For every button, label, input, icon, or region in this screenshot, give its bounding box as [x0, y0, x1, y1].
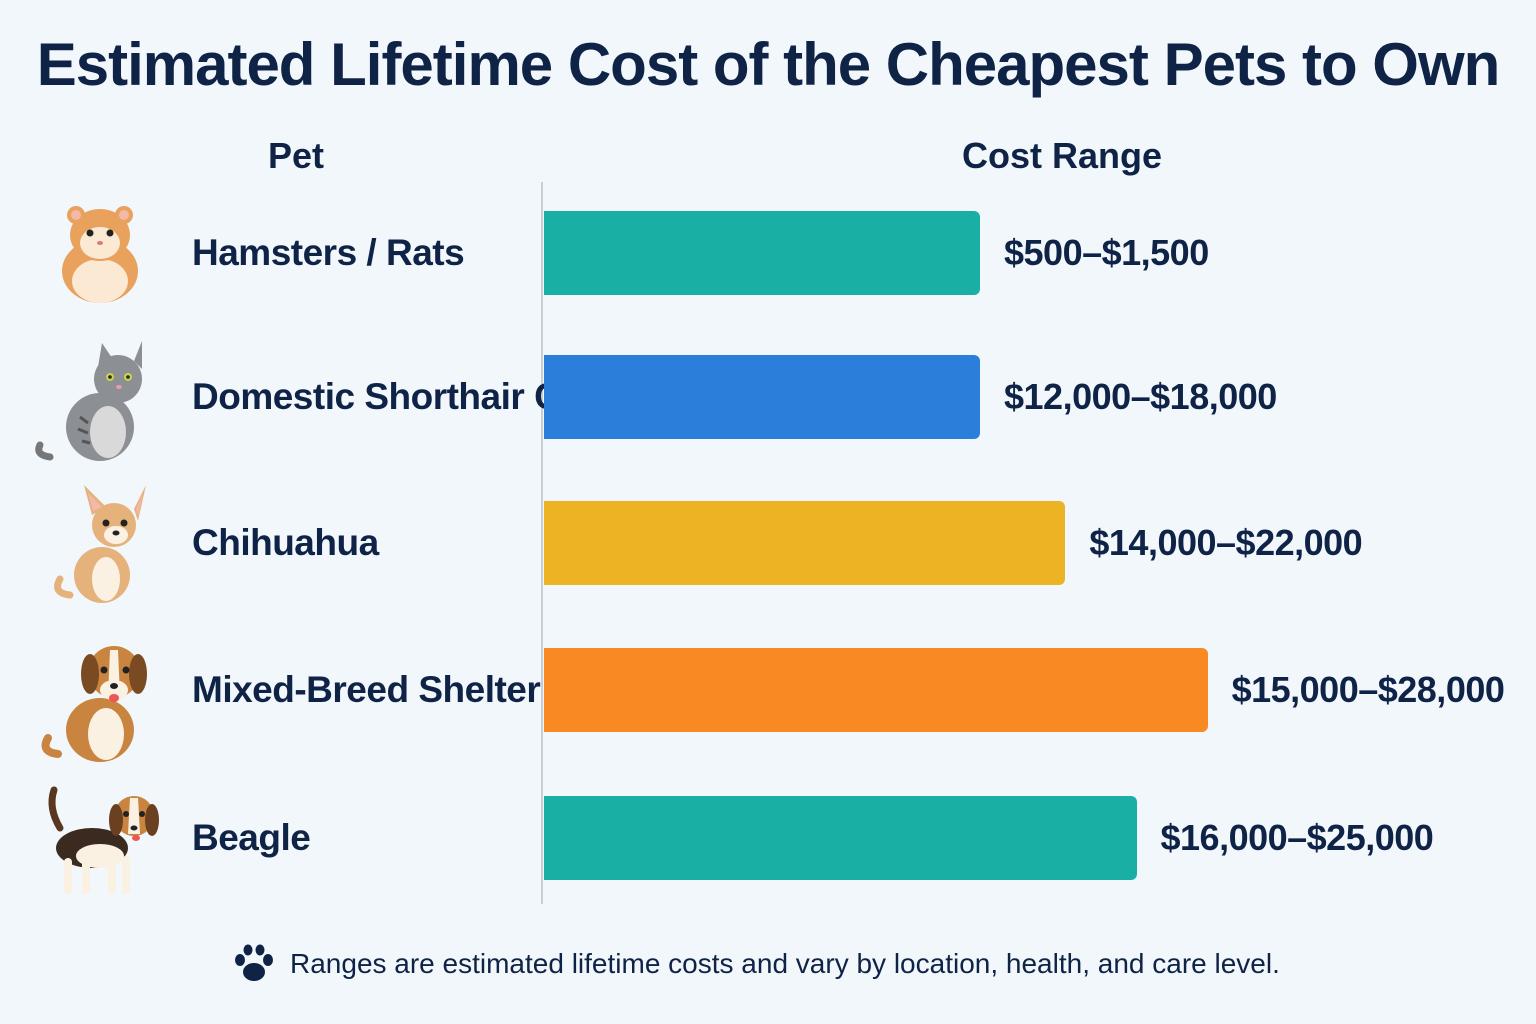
- cost-column-header: Cost Range: [962, 135, 1163, 176]
- bar: [544, 796, 1137, 880]
- chihuahua-icon: [30, 483, 170, 603]
- hamster-icon: [30, 193, 170, 313]
- pet-column-header: Pet: [268, 135, 325, 176]
- cat-icon: [30, 337, 170, 461]
- beagle-icon: [30, 778, 170, 898]
- bar: [544, 501, 1066, 585]
- data-label: $14,000–$22,000: [1089, 522, 1363, 563]
- footer-text: Ranges are estimated lifetime costs and …: [290, 948, 1280, 979]
- shelter-dog-icon: [30, 630, 170, 762]
- paw-icon: [235, 944, 273, 981]
- data-label: $500–$1,500: [1004, 232, 1209, 273]
- bar: [544, 355, 980, 439]
- bar: [544, 211, 980, 295]
- data-label: $15,000–$28,000: [1231, 669, 1505, 710]
- category-label: Domestic Shorthair Cat: [192, 376, 593, 417]
- chart-title: Estimated Lifetime Cost of the Cheapest …: [36, 31, 1501, 98]
- category-label: Beagle: [192, 817, 311, 858]
- category-label: Hamsters / Rats: [192, 232, 465, 273]
- bar: [544, 648, 1208, 732]
- footer-note: Ranges are estimated lifetime costs and …: [232, 944, 1280, 984]
- data-label: $12,000–$18,000: [1004, 376, 1277, 417]
- category-label: Chihuahua: [192, 522, 379, 563]
- data-label: $16,000–$25,000: [1160, 817, 1434, 858]
- y-axis-line: [541, 182, 543, 904]
